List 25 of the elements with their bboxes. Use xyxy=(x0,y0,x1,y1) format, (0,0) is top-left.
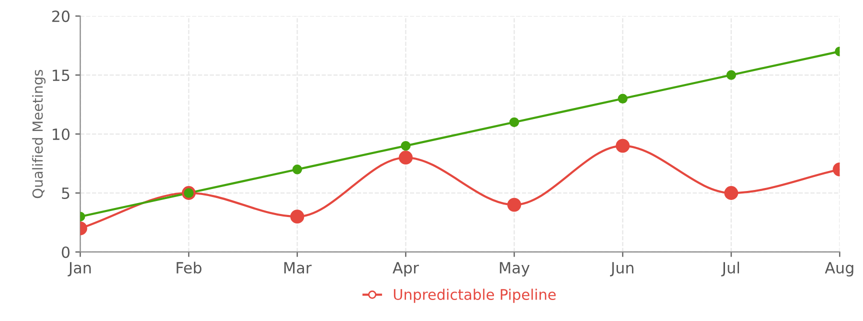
point xyxy=(509,117,520,128)
legend-label: Unpredictable Pipeline xyxy=(394,288,556,303)
x-tick-label: Jul xyxy=(721,262,739,276)
point xyxy=(724,186,738,200)
point xyxy=(618,94,628,104)
point xyxy=(616,138,630,153)
x-tick-label: Apr xyxy=(392,262,419,276)
y-tick-label: 0 xyxy=(62,246,70,258)
y-tick-label: 15 xyxy=(52,70,70,82)
x-tick-label: Aug xyxy=(824,262,854,276)
x-tick-label: Jan xyxy=(68,262,91,276)
y-axis-title: Qualified Meetings xyxy=(32,70,46,198)
x-tick-label: May xyxy=(500,262,530,276)
point xyxy=(400,140,411,151)
point xyxy=(292,164,302,174)
y-tick-label: 5 xyxy=(62,188,70,200)
x-tick-label: Mar xyxy=(284,262,312,274)
y-tick-label: 20 xyxy=(52,10,70,22)
y-tick-label: 10 xyxy=(52,128,70,140)
point xyxy=(398,150,413,165)
point xyxy=(290,210,304,224)
point xyxy=(507,198,522,212)
x-tick-label: Jun xyxy=(610,262,634,276)
point xyxy=(726,70,736,80)
x-tick-label: Feb xyxy=(176,262,202,274)
